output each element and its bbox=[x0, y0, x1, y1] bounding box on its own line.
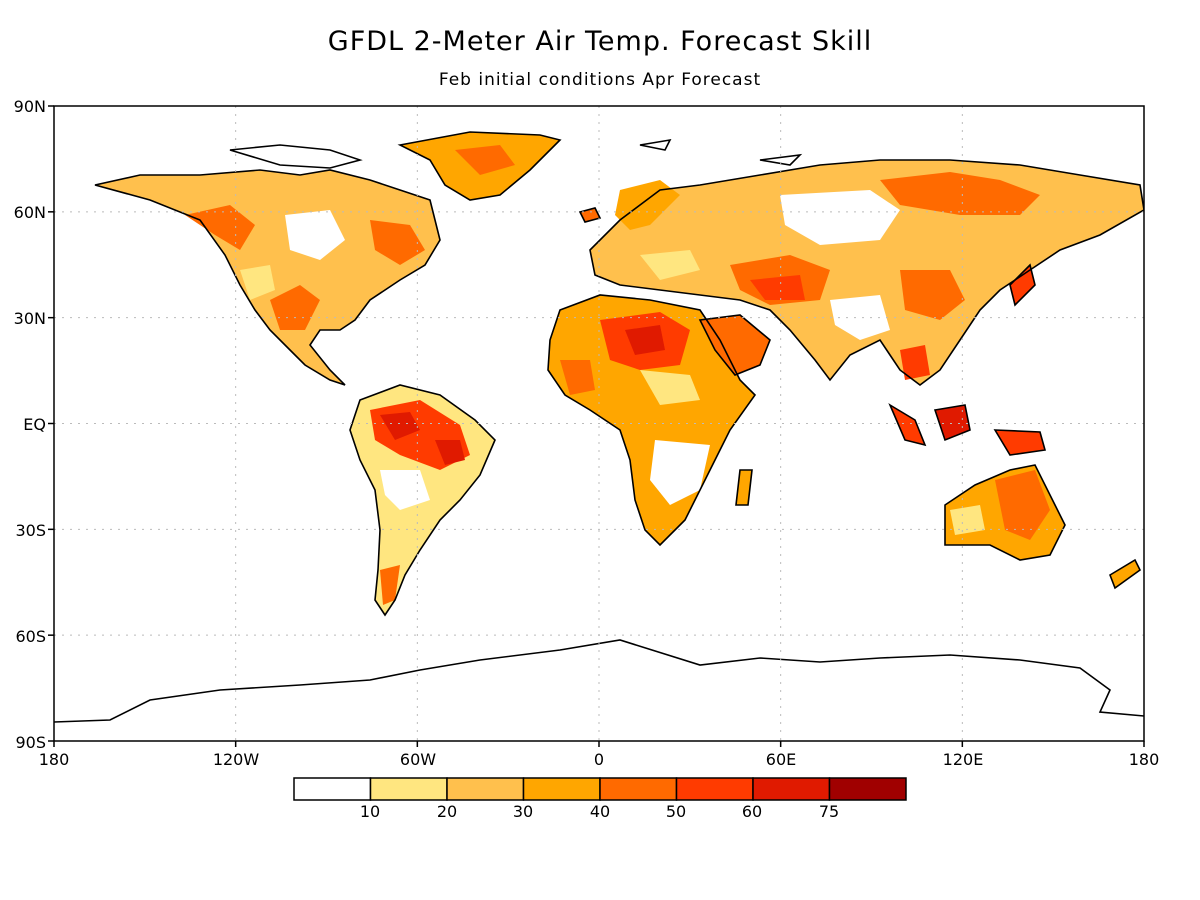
lat-label: 90S bbox=[15, 733, 46, 752]
colorbar-label: 10 bbox=[359, 802, 381, 821]
colorbar-label: 75 bbox=[818, 802, 840, 821]
lon-label: 120W bbox=[212, 750, 260, 769]
lon-label: 60W bbox=[399, 750, 437, 769]
eurasia-white bbox=[780, 190, 900, 245]
lat-label: 30N bbox=[13, 309, 46, 328]
colorbar-swatch bbox=[752, 777, 831, 801]
colorbar bbox=[293, 777, 907, 801]
lon-label: 0 bbox=[593, 750, 605, 769]
axis-ticks bbox=[48, 105, 1145, 747]
map-title: GFDL 2-Meter Air Temp. Forecast Skill bbox=[327, 26, 873, 57]
coastlines bbox=[54, 131, 1144, 723]
land-shading bbox=[54, 132, 1144, 741]
lon-label: 60E bbox=[765, 750, 797, 769]
colorbar-label: 20 bbox=[436, 802, 458, 821]
lat-label: 30S bbox=[15, 521, 46, 540]
lon-label: 180 bbox=[1128, 750, 1160, 769]
lat-label: 90N bbox=[13, 97, 46, 116]
colorbar-label: 40 bbox=[589, 802, 611, 821]
lon-label: 120E bbox=[942, 750, 984, 769]
colorbar-swatch bbox=[369, 777, 448, 801]
colorbar-label: 50 bbox=[665, 802, 687, 821]
colorbar-swatch bbox=[675, 777, 754, 801]
eurasia-land bbox=[590, 160, 1144, 385]
lon-label: 180 bbox=[38, 750, 70, 769]
lat-label: EQ bbox=[23, 415, 46, 434]
colorbar-swatch bbox=[293, 777, 372, 801]
lat-label: 60N bbox=[13, 203, 46, 222]
colorbar-swatch bbox=[522, 777, 601, 801]
graticule bbox=[54, 106, 1144, 741]
colorbar-swatch bbox=[828, 777, 907, 801]
colorbar-label: 30 bbox=[512, 802, 534, 821]
colorbar-swatch bbox=[599, 777, 678, 801]
lat-label: 60S bbox=[15, 627, 46, 646]
colorbar-swatch bbox=[446, 777, 525, 801]
map-subtitle: Feb initial conditions Apr Forecast bbox=[438, 70, 762, 90]
north-america-high bbox=[185, 205, 255, 250]
colorbar-label: 60 bbox=[741, 802, 763, 821]
